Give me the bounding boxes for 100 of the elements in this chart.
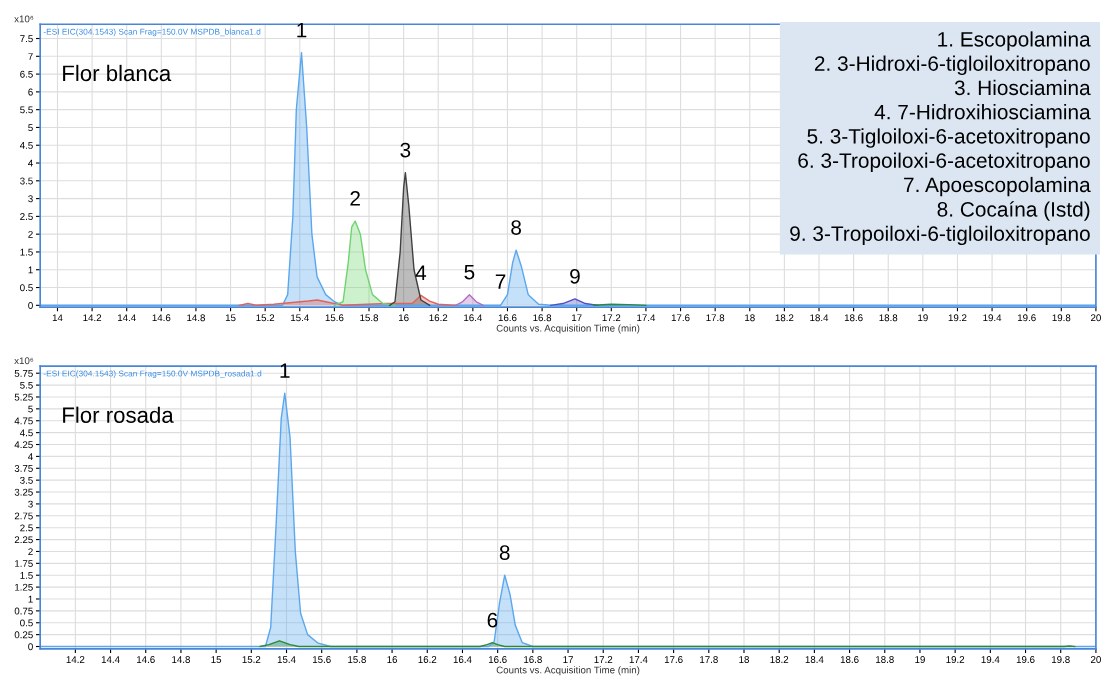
x-tick-label: 20 xyxy=(1090,314,1101,322)
x-axis-title: Counts vs. Acquisition Time (min) xyxy=(496,324,640,334)
x-tick-label: 17 xyxy=(563,656,573,663)
x-tick-label: 19.2 xyxy=(948,314,967,322)
annotation: 7. Apoescopolamina xyxy=(904,176,1091,197)
y-tick-label: 1.25 xyxy=(15,583,33,591)
annotation: 3. Hiosciamina xyxy=(954,79,1091,96)
y-tick-label: 4.75 xyxy=(14,417,33,425)
text: Flor blanca xyxy=(63,64,172,82)
x-tick-label: 18.8 xyxy=(879,314,898,322)
x-tick-label: 15.4 xyxy=(291,314,309,322)
y-tick-label: 3 xyxy=(28,500,33,508)
annotation: 7 xyxy=(495,274,506,289)
y-axis-title: x10⁶ xyxy=(14,357,34,365)
x-tick-label: 18.4 xyxy=(810,314,829,322)
x-tick-label: 16.4 xyxy=(453,656,472,663)
x-tick-label: 19 xyxy=(918,314,928,322)
y-tick-label: 2.25 xyxy=(14,536,33,544)
annotation: 2. 3-Hidroxi-6-tigloiloxitropano xyxy=(814,55,1090,76)
x-tick-label: 16.6 xyxy=(488,656,507,663)
x-tick-label: 16.6 xyxy=(498,314,517,322)
x-tick-label: 16.8 xyxy=(533,314,552,322)
y-tick-label: 5 xyxy=(28,405,33,413)
x-tick-label: 17.6 xyxy=(671,314,690,322)
x-tick-label: 19.6 xyxy=(1017,314,1036,322)
x-tick-label: 20 xyxy=(1090,656,1101,663)
x-tick-label: 16.4 xyxy=(464,314,483,322)
y-tick-label: 4.25 xyxy=(14,441,33,449)
x-tick-label: 15 xyxy=(211,656,222,663)
y-tick-label: 3.5 xyxy=(20,177,33,185)
x-tick-label: 14.8 xyxy=(187,314,205,322)
x-tick-label: 19.2 xyxy=(946,656,965,663)
annotation: 9. 3-Tropoiloxi-6-tigloiloxitropano xyxy=(790,225,1090,246)
y-tick-label: 4.5 xyxy=(19,429,33,437)
x-tick-label: 15.6 xyxy=(325,314,344,322)
x-tick-label: 17.2 xyxy=(594,656,613,663)
y-tick-label: 5.75 xyxy=(14,370,33,377)
x-tick-label: 18.4 xyxy=(805,656,824,663)
y-axis-title: x10⁶ xyxy=(14,15,34,23)
x-tick-label: 14.4 xyxy=(117,314,136,322)
y-tick-label: 2.5 xyxy=(20,213,33,220)
y-tick-label: 5.5 xyxy=(20,106,33,114)
y-tick-label: 6.5 xyxy=(20,70,33,78)
x-tick-label: 15.2 xyxy=(242,656,261,663)
y-tick-label: 2.75 xyxy=(14,512,33,520)
annotation: 5. 3-Tigloiloxi-6-acetoxitropano xyxy=(807,128,1090,148)
y-tick-label: 5.25 xyxy=(14,393,33,401)
annotation: 8 xyxy=(511,220,522,235)
x-tick-label: 18.6 xyxy=(840,656,859,663)
x-tick-label: 19.4 xyxy=(981,656,1000,663)
annotation: 9 xyxy=(570,268,580,284)
chart-subtitle: -ESI EIC(304.1543) Scan Frag=150.0V MSPDB_blanca1.d xyxy=(43,28,261,37)
annotation: 2 xyxy=(350,191,360,206)
y-tick-label: 6 xyxy=(28,88,33,96)
y-tick-label: 1 xyxy=(28,595,33,603)
x-tick-label: 16.2 xyxy=(429,314,448,322)
y-tick-label: 1.5 xyxy=(20,248,33,256)
chart-subtitle: -ESI EIC(304.1543) Scan Frag=150.0V MSPDB_rosada1.d xyxy=(43,370,262,379)
x-tick-label: 19.6 xyxy=(1016,656,1035,663)
x-tick-label: 16.8 xyxy=(524,656,542,663)
y-tick-label: 4 xyxy=(28,159,33,167)
x-tick-label: 17.4 xyxy=(629,656,648,663)
x-tick-label: 15.6 xyxy=(312,656,331,663)
y-tick-label: 0.75 xyxy=(14,607,33,615)
text: Flor rosada xyxy=(63,406,174,423)
annotation: 6. 3-Tropoiloxi-6-acetoxitropano xyxy=(798,152,1090,173)
x-tick-label: 17.2 xyxy=(602,314,621,322)
x-tick-label: 15.4 xyxy=(277,656,296,663)
x-tick-label: 18.6 xyxy=(844,314,863,322)
y-tick-label: 0.5 xyxy=(20,619,33,627)
annotation: 3 xyxy=(400,142,411,158)
x-tick-label: 14.4 xyxy=(101,656,120,663)
y-tick-label: 2 xyxy=(28,230,33,238)
y-tick-label: 7.5 xyxy=(20,35,33,43)
x-tick-label: 18 xyxy=(745,314,755,322)
x-tick-label: 17.6 xyxy=(664,656,683,663)
x-tick-label: 16.2 xyxy=(418,656,437,663)
x-tick-label: 14.6 xyxy=(152,314,171,322)
x-tick-label: 14.6 xyxy=(137,656,155,663)
annotation: 8. Cocaína (Istd) xyxy=(937,201,1090,221)
y-tick-label: 3.25 xyxy=(14,488,33,496)
y-tick-label: 0.5 xyxy=(20,284,33,292)
y-tick-label: 5.5 xyxy=(20,381,33,389)
annotation: 1. Escopolamina xyxy=(938,31,1091,51)
x-tick-label: 18.8 xyxy=(876,656,894,663)
x-tick-label: 16 xyxy=(398,314,409,322)
y-tick-label: 0 xyxy=(28,643,33,651)
y-tick-label: 2.5 xyxy=(20,524,33,532)
annotation: 5 xyxy=(464,264,475,280)
x-tick-label: 19.8 xyxy=(1052,314,1071,322)
x-tick-label: 19 xyxy=(915,656,925,663)
x-tick-label: 17.4 xyxy=(637,314,656,322)
y-tick-label: 3.75 xyxy=(14,465,33,472)
annotation: 1 xyxy=(297,22,307,38)
x-tick-label: 15.2 xyxy=(256,314,275,322)
x-tick-label: 14.2 xyxy=(66,656,85,663)
y-tick-label: 3.5 xyxy=(20,476,33,484)
x-tick-label: 14.8 xyxy=(172,656,190,663)
x-tick-label: 18.2 xyxy=(775,314,794,322)
x-tick-label: 17.8 xyxy=(700,656,718,663)
